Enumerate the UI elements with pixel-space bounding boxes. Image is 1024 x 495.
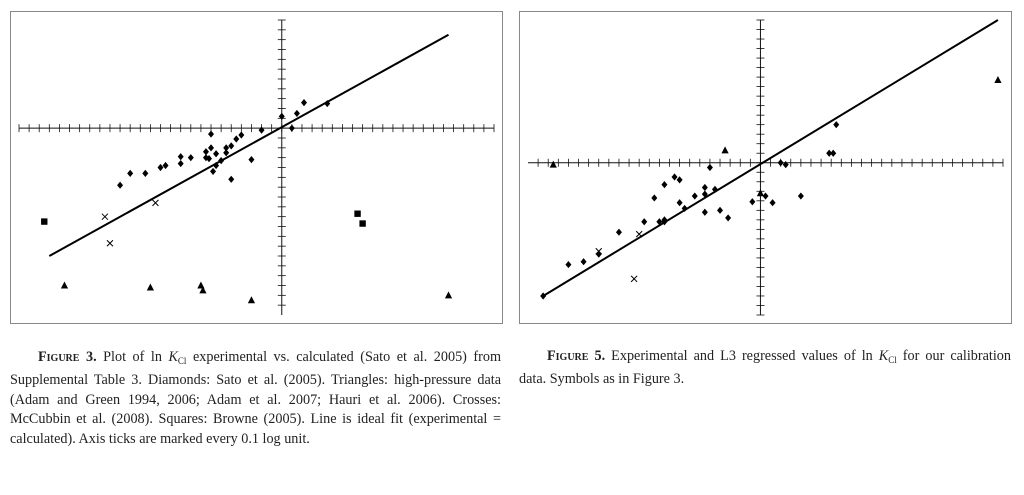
- k-subscript: Cl: [888, 355, 897, 365]
- diamond-point: [651, 194, 658, 202]
- diamond-point: [671, 173, 678, 181]
- cross-point: [152, 199, 159, 207]
- diamond-point: [661, 216, 668, 224]
- diamond-point: [615, 228, 622, 236]
- cross-point: [595, 247, 603, 255]
- diamond-point: [706, 163, 713, 172]
- triangle-point: [994, 75, 1002, 83]
- triangle-point: [197, 281, 205, 289]
- triangle-point: [444, 291, 453, 299]
- diamond-point: [177, 159, 184, 168]
- square-point: [354, 210, 361, 217]
- figure-3-plot: [10, 11, 503, 324]
- diamond-point: [218, 157, 225, 165]
- diamond-point: [157, 163, 164, 172]
- square-point: [41, 218, 48, 225]
- diamond-point: [208, 130, 215, 138]
- diamond-point: [117, 181, 124, 189]
- figure-3-chart: [18, 19, 495, 315]
- diamond-point: [681, 204, 688, 213]
- diamond-point: [293, 109, 300, 118]
- diamond-point: [676, 176, 683, 184]
- diamond-point: [749, 198, 756, 206]
- diamond-point: [142, 169, 149, 177]
- triangle-point: [721, 146, 729, 154]
- ideal-fit-line: [542, 19, 999, 297]
- figure-5-caption: Figure 5. Experimental and L3 regressed …: [519, 347, 1011, 390]
- diamond-point: [580, 258, 587, 266]
- diamond-point: [213, 150, 220, 158]
- triangle-point: [146, 283, 154, 291]
- diamond-point: [223, 149, 230, 157]
- diamond-point: [202, 154, 209, 162]
- cross-point: [106, 239, 114, 247]
- diamond-point: [826, 149, 833, 157]
- figure-3-label: Figure 3.: [38, 349, 97, 365]
- diamond-point: [769, 199, 776, 207]
- triangle-point: [60, 281, 69, 289]
- diamond-point: [248, 156, 255, 164]
- figure-3-caption-text-pre: Plot of ln: [96, 349, 169, 365]
- diamond-point: [238, 131, 245, 139]
- diamond-point: [701, 190, 708, 198]
- diamond-point: [725, 214, 732, 222]
- figure-5-chart: [528, 19, 1004, 316]
- square-point: [359, 220, 366, 227]
- diamond-point: [210, 167, 217, 176]
- figure-3-caption-text-post: experimental vs. calculated (Sato et al.…: [10, 349, 501, 447]
- diamond-point: [233, 135, 240, 143]
- figure-5-plot: [519, 11, 1012, 324]
- k-symbol: K: [878, 348, 889, 364]
- diamond-point: [301, 99, 307, 107]
- figure-5-caption-text-pre: Experimental and L3 regressed values of …: [605, 348, 879, 364]
- figure-3-caption: Figure 3. Plot of ln KCl experimental vs…: [10, 348, 501, 449]
- diamond-point: [833, 121, 840, 129]
- diamond-point: [278, 112, 285, 120]
- k-subscript: Cl: [177, 356, 187, 366]
- diamond-point: [830, 149, 837, 157]
- diamond-point: [676, 199, 683, 207]
- diamond-point: [258, 126, 265, 134]
- diamond-point: [691, 192, 698, 200]
- diamond-point: [762, 192, 769, 200]
- diamond-point: [288, 124, 295, 132]
- diamond-point: [540, 292, 547, 300]
- triangle-point: [247, 296, 256, 304]
- diamond-point: [701, 183, 708, 192]
- diamond-point: [187, 154, 194, 162]
- diamond-point: [797, 192, 804, 200]
- diamond-point: [228, 175, 235, 183]
- diamond-point: [223, 144, 230, 152]
- diamond-point: [127, 169, 134, 177]
- diamond-point: [641, 218, 648, 226]
- diamond-point: [565, 260, 572, 269]
- diamond-point: [162, 161, 169, 170]
- triangle-point: [199, 286, 207, 294]
- diamond-point: [711, 185, 718, 193]
- cross-point: [101, 213, 109, 221]
- diamond-point: [177, 153, 184, 161]
- ideal-fit-line: [48, 33, 450, 257]
- k-symbol: K: [168, 349, 178, 365]
- diamond-point: [782, 161, 789, 169]
- diamond-point: [777, 159, 784, 167]
- diamond-point: [324, 99, 331, 108]
- diamond-point: [208, 144, 215, 152]
- figure-5-label: Figure 5.: [547, 348, 606, 364]
- diamond-point: [213, 161, 220, 170]
- triangle-point: [756, 189, 765, 197]
- cross-point: [630, 275, 638, 283]
- figure-5-caption-text-post: for our calibration data. Symbols as in …: [519, 348, 1011, 388]
- diamond-point: [701, 208, 708, 216]
- diamond-point: [656, 218, 663, 226]
- triangle-point: [549, 160, 557, 168]
- diamond-point: [228, 142, 235, 150]
- diamond-point: [202, 148, 209, 156]
- diamond-point: [717, 206, 724, 214]
- cross-point: [635, 230, 643, 238]
- diamond-point: [661, 181, 668, 189]
